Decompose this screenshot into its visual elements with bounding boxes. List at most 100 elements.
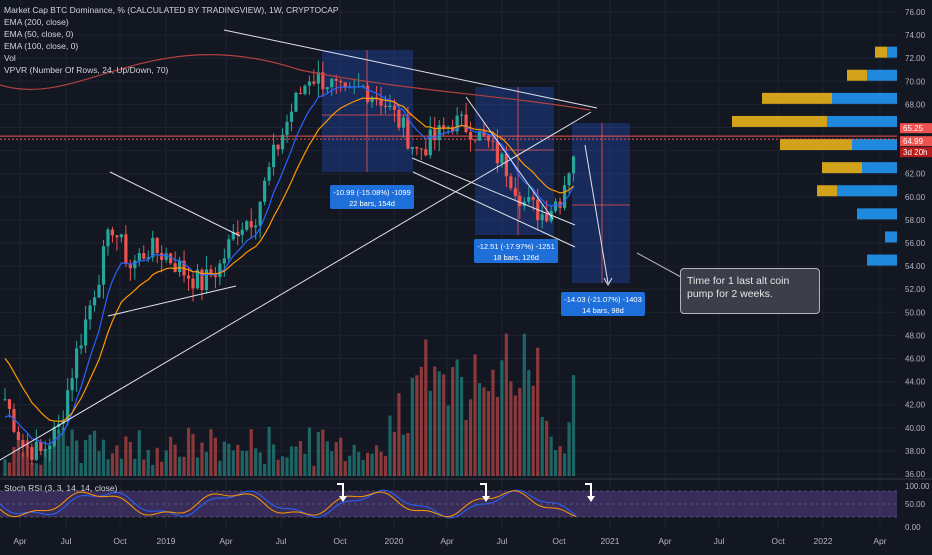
measure-box-3[interactable]: -14.03 (-21.07%) -1403 14 bars, 98d <box>561 292 645 316</box>
volume-bar <box>558 446 562 476</box>
volume-bar <box>200 442 204 476</box>
volume-bar <box>334 442 338 476</box>
time-axis-label[interactable]: Oct <box>771 536 785 546</box>
projection-arrow <box>584 144 609 284</box>
volume-bar <box>477 382 482 476</box>
candle-body <box>128 263 132 269</box>
price-axis-label[interactable]: 40.00 <box>905 424 926 433</box>
candle-body <box>437 125 441 141</box>
price-axis-label[interactable]: 38.00 <box>905 447 926 456</box>
volume-bar <box>531 385 535 476</box>
time-axis-label[interactable]: Apr <box>440 536 453 546</box>
volume-bar <box>39 464 43 476</box>
volume-bar <box>213 437 217 476</box>
time-axis-label[interactable]: Jul <box>61 536 72 546</box>
price-axis-label[interactable]: 36.00 <box>905 470 926 479</box>
price-axis-label[interactable]: 42.00 <box>905 401 926 410</box>
time-axis-label[interactable]: 2021 <box>601 536 620 546</box>
price-axis-label[interactable]: 46.00 <box>905 355 926 364</box>
vpvr-bar-down <box>762 92 832 104</box>
candle-body <box>119 234 123 238</box>
candle-body <box>540 214 544 221</box>
price-axis-label[interactable]: 48.00 <box>905 331 926 340</box>
volume-bar <box>500 360 504 476</box>
volume-bar <box>451 367 455 476</box>
candle-body <box>137 253 141 261</box>
price-axis-label[interactable]: 54.00 <box>905 262 926 271</box>
stoch-axis-label: 0.00 <box>905 523 921 532</box>
volume-bar <box>379 451 383 476</box>
candle-body <box>218 263 222 278</box>
volume-bar <box>536 347 540 476</box>
time-axis-label[interactable]: 2020 <box>385 536 404 546</box>
time-axis-label[interactable]: Jul <box>276 536 287 546</box>
price-axis-label[interactable]: 58.00 <box>905 216 926 225</box>
down-arrow-icon <box>337 483 344 500</box>
candle-body <box>464 114 468 133</box>
legend-ema100[interactable]: EMA (100, close, 0) <box>4 41 79 51</box>
time-axis-label[interactable]: 2022 <box>814 536 833 546</box>
stoch-band <box>0 491 897 517</box>
time-axis-label[interactable]: 2019 <box>157 536 176 546</box>
legend-vpvr[interactable]: VPVR (Number Of Rows, 24, Up/Down, 70) <box>4 65 169 75</box>
time-axis-label[interactable]: Apr <box>219 536 232 546</box>
volume-bar <box>276 459 280 476</box>
candle-body <box>545 214 549 222</box>
trend-line <box>411 157 576 226</box>
candle-body <box>410 146 414 149</box>
legend-ema50[interactable]: EMA (50, close, 0) <box>4 29 74 39</box>
time-axis-label[interactable]: Apr <box>873 536 886 546</box>
volume-bar <box>231 450 235 476</box>
candle-body <box>240 229 244 235</box>
candle-body <box>12 408 16 432</box>
price-axis-label[interactable]: 62.00 <box>905 170 926 179</box>
measure-2-change: -12.51 (-17.97%) -1251 <box>477 242 555 251</box>
legend-vol[interactable]: Vol <box>4 53 16 63</box>
time-axis-label[interactable]: Apr <box>13 536 26 546</box>
price-axis-label[interactable]: 56.00 <box>905 239 926 248</box>
candle-body <box>75 348 79 379</box>
price-axis-label[interactable]: 72.00 <box>905 54 926 63</box>
measure-area-3 <box>572 123 630 283</box>
volume-bar <box>446 405 450 476</box>
candle-body <box>30 446 34 460</box>
candle-body <box>213 275 217 278</box>
legend-title[interactable]: Market Cap BTC Dominance, % (CALCULATED … <box>4 5 339 15</box>
time-axis-label[interactable]: Jul <box>714 536 725 546</box>
price-axis-label[interactable]: 52.00 <box>905 285 926 294</box>
volume-bar <box>468 399 473 476</box>
time-axis-label[interactable]: Oct <box>333 536 347 546</box>
volume-bar <box>110 453 115 476</box>
price-axis-label[interactable]: 60.00 <box>905 193 926 202</box>
volume-bar <box>406 433 410 476</box>
legend-ema200[interactable]: EMA (200, close) <box>4 17 69 27</box>
volume-bar <box>209 429 213 476</box>
time-axis-label[interactable]: Oct <box>552 536 566 546</box>
candle-body <box>366 85 370 103</box>
price-axis-label[interactable]: 70.00 <box>905 77 926 86</box>
price-axis-label[interactable]: 68.00 <box>905 100 926 109</box>
volume-bar <box>509 381 513 476</box>
time-axis-label[interactable]: Apr <box>658 536 671 546</box>
price-axis-label[interactable]: 74.00 <box>905 31 926 40</box>
candle-body <box>330 78 334 88</box>
measure-box-2[interactable]: -12.51 (-17.97%) -1251 18 bars, 126d <box>474 239 558 263</box>
time-axis-label[interactable]: Oct <box>113 536 127 546</box>
price-axis-label[interactable]: 50.00 <box>905 308 926 317</box>
price-axis-label[interactable]: 44.00 <box>905 378 926 387</box>
time-axis-label[interactable]: Jul <box>497 536 508 546</box>
stoch-rsi-label[interactable]: Stoch RSI (3, 3, 14, 14, close) <box>4 483 118 493</box>
volume-bar <box>70 429 74 476</box>
volume-bar <box>437 371 441 476</box>
price-axis-label[interactable]: 76.00 <box>905 8 926 17</box>
volume-bar <box>495 396 500 476</box>
callout-note[interactable]: Time for 1 last alt coin pump for 2 week… <box>680 268 820 314</box>
candle-body <box>513 188 517 196</box>
down-arrow-icon <box>480 483 487 500</box>
candle-body <box>61 419 65 424</box>
measure-box-1[interactable]: -10.99 (-15.08%) -1099 22 bars, 154d <box>330 185 414 209</box>
candle-body <box>151 237 155 258</box>
volume-bar <box>75 440 79 476</box>
candle-body <box>34 441 38 460</box>
candle-body <box>43 449 47 451</box>
